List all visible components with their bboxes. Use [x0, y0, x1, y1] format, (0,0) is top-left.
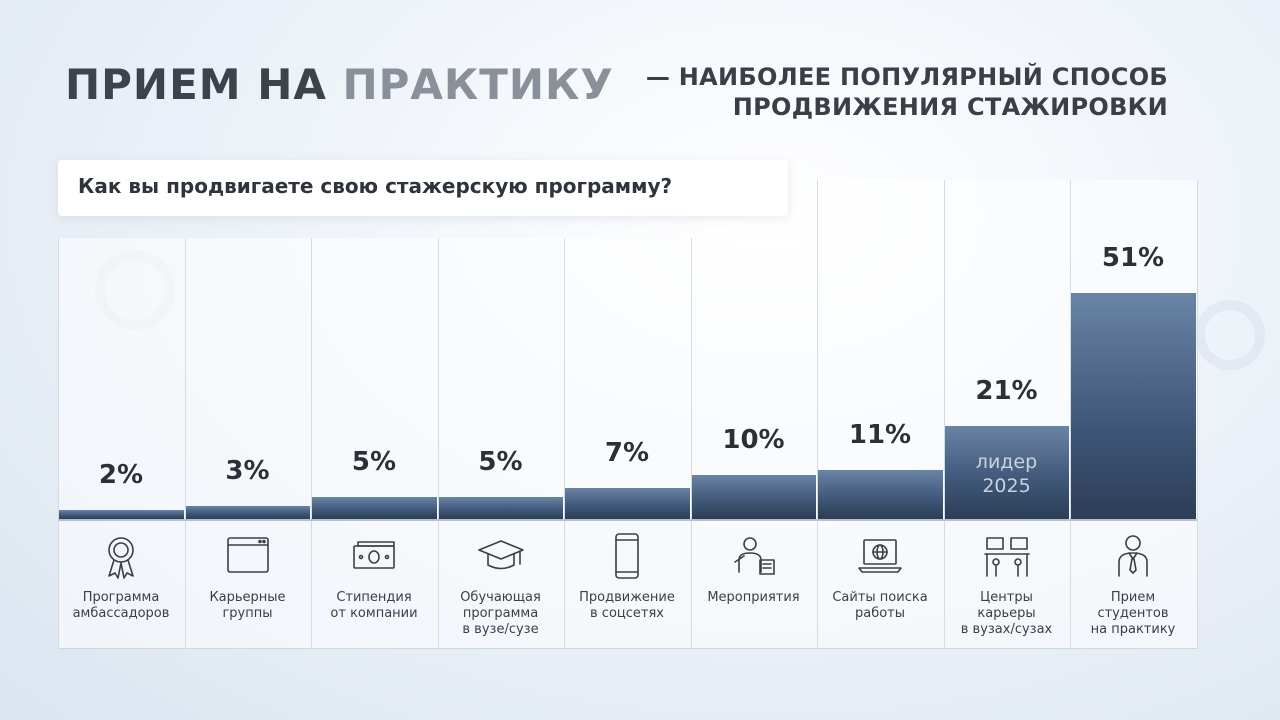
bar-value-label: 3% [225, 455, 270, 486]
chart-column-separator [185, 238, 186, 648]
chart-bar [818, 470, 943, 519]
bar-value-label: 2% [98, 460, 144, 491]
smartphone-icon [564, 530, 690, 582]
page-subtitle-line1: — НАИБОЛЕЕ ПОПУЛЯРНЫЙ СПОСОБ [645, 63, 1168, 91]
chart-column-separator [564, 238, 565, 648]
category-label: Мероприятия [707, 590, 800, 605]
graduation-cap-icon [438, 530, 564, 582]
leader-annotation-line1: лидер [975, 450, 1038, 473]
chart-column-separator [1070, 180, 1071, 648]
chart-bar [438, 496, 563, 519]
chart-column-bg [690, 238, 817, 648]
page-subtitle: — НАИБОЛЕЕ ПОПУЛЯРНЫЙ СПОСОБ ПРОДВИЖЕНИЯ… [646, 62, 1168, 122]
medal-icon [58, 530, 184, 582]
chart-baseline [58, 519, 1197, 521]
chart-column-separator [438, 238, 439, 648]
chart-column-separator [58, 238, 59, 648]
chart-column-bg [564, 238, 691, 648]
chart-bottom-line [58, 648, 1197, 649]
chart-bar [1071, 292, 1196, 519]
page-title: ПРИЕМ НА ПРАКТИКУ [65, 60, 614, 109]
bar-value-label: 11% [848, 420, 912, 451]
workstations-icon [944, 530, 1070, 582]
decorative-ring-right [1195, 300, 1265, 370]
presenter-icon [691, 530, 817, 582]
chart-column-bg [58, 238, 185, 648]
chart-column-separator [691, 238, 692, 648]
chart-bar [565, 487, 690, 519]
browser-window-icon [185, 530, 311, 582]
category-label: Сайты поиска работы [832, 590, 928, 621]
bar-value-label: 51% [1101, 242, 1165, 273]
category-label: Программа амбассадоров [72, 590, 170, 621]
page-title-part1: ПРИЕМ НА [65, 60, 343, 109]
category-label: Карьерные группы [209, 590, 286, 621]
chart-bar [312, 496, 437, 519]
chart-bar [691, 474, 816, 519]
bar-value-label: 5% [478, 446, 523, 477]
category-label: Продвижение в соцсетях [579, 590, 675, 621]
bar-value-label: 10% [722, 424, 785, 455]
chart-bar [944, 425, 1069, 519]
bar-value-label: 7% [604, 437, 650, 468]
chart-column-bg [817, 180, 944, 648]
chart-bar [185, 505, 310, 519]
chart-column-separator [311, 238, 312, 648]
survey-question: Как вы продвигаете свою стажерскую прогр… [58, 160, 788, 216]
category-label: Центры карьеры в вузах/сузах [960, 590, 1053, 637]
category-label: Обучающая программа в вузе/сузе [460, 590, 541, 637]
page-subtitle-line2: ПРОДВИЖЕНИЯ СТАЖИРОВКИ [732, 93, 1168, 121]
bar-value-label: 5% [351, 446, 397, 477]
businessman-icon [1070, 530, 1196, 582]
chart-column-bg [437, 238, 564, 648]
chart-column-separator [1197, 180, 1198, 648]
chart-column-bg [184, 238, 311, 648]
leader-annotation-line2: 2025 [982, 474, 1031, 497]
chart-column-bg [943, 180, 1070, 648]
category-label: Стипендия от компании [330, 590, 418, 621]
laptop-globe-icon [817, 530, 943, 582]
chart-bar [59, 510, 184, 519]
chart-column-separator [944, 180, 945, 648]
chart-column-bg [311, 238, 438, 648]
page-title-part2: ПРАКТИКУ [342, 60, 614, 109]
chart-column-separator [817, 180, 818, 648]
bar-value-label: 21% [975, 375, 1038, 406]
category-label: Прием студентов на практику [1090, 590, 1176, 637]
money-icon [311, 530, 437, 582]
